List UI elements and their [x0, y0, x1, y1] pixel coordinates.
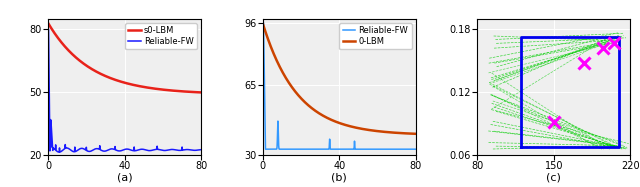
s0-LBM: [194, 91, 202, 93]
0-LBM: [332, 121, 340, 123]
0-LBM: [350, 126, 358, 128]
0-LBM: [332, 120, 339, 123]
Reliable-FW: [412, 148, 420, 150]
Reliable-FW: [52, 146, 60, 149]
0-LBM: [385, 131, 392, 133]
X-axis label: (c): (c): [547, 173, 561, 183]
Reliable-FW: [55, 151, 63, 153]
Reliable-FW: [165, 149, 173, 151]
s0-LBM: [127, 83, 135, 85]
s0-LBM: [197, 91, 205, 94]
Reliable-FW: [197, 148, 205, 151]
Reliable-FW: [380, 148, 387, 150]
Reliable-FW: [119, 149, 127, 151]
Reliable-FW: [193, 149, 201, 151]
X-axis label: (a): (a): [117, 173, 132, 183]
s0-LBM: [136, 85, 143, 87]
Line: Reliable-FW: Reliable-FW: [48, 29, 201, 152]
Reliable-FW: [193, 149, 201, 151]
Reliable-FW: [408, 148, 415, 150]
Line: Reliable-FW: Reliable-FW: [262, 23, 416, 149]
Legend: Reliable-FW, 0-LBM: Reliable-FW, 0-LBM: [339, 23, 412, 49]
0-LBM: [408, 133, 416, 135]
Legend: s0-LBM, Reliable-FW: s0-LBM, Reliable-FW: [125, 23, 197, 49]
s0-LBM: [170, 90, 177, 92]
Reliable-FW: [259, 22, 266, 24]
Reliable-FW: [408, 148, 415, 150]
Reliable-FW: [44, 28, 52, 30]
Reliable-FW: [329, 148, 337, 150]
X-axis label: (b): (b): [332, 173, 347, 183]
0-LBM: [412, 133, 420, 135]
s0-LBM: [117, 80, 125, 83]
Reliable-FW: [262, 148, 269, 150]
Line: 0-LBM: 0-LBM: [262, 23, 416, 134]
Line: s0-LBM: s0-LBM: [48, 23, 201, 92]
0-LBM: [342, 124, 349, 126]
s0-LBM: [44, 22, 52, 24]
Reliable-FW: [267, 148, 275, 150]
Reliable-FW: [333, 148, 341, 150]
s0-LBM: [118, 81, 125, 83]
Reliable-FW: [115, 150, 122, 152]
0-LBM: [259, 22, 266, 24]
